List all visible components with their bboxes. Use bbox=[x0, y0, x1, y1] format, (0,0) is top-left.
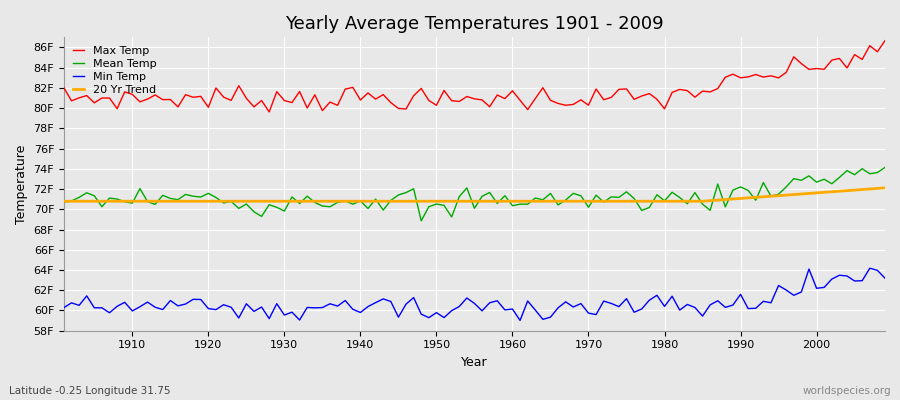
X-axis label: Year: Year bbox=[461, 356, 488, 369]
Min Temp bbox=[879, 276, 890, 280]
20 Yr Trend bbox=[286, 199, 297, 204]
Mean Temp bbox=[606, 194, 616, 199]
Mean Temp bbox=[515, 202, 526, 206]
Min Temp bbox=[500, 308, 510, 312]
Line: 20 Yr Trend: 20 Yr Trend bbox=[64, 188, 885, 201]
Min Temp bbox=[507, 307, 517, 312]
20 Yr Trend bbox=[598, 199, 609, 204]
Min Temp bbox=[120, 300, 130, 305]
Line: Min Temp: Min Temp bbox=[64, 268, 885, 320]
Mean Temp bbox=[416, 218, 427, 223]
Min Temp bbox=[515, 318, 526, 323]
Mean Temp bbox=[58, 200, 69, 204]
20 Yr Trend bbox=[500, 199, 510, 204]
Max Temp bbox=[515, 98, 526, 103]
Mean Temp bbox=[286, 194, 297, 199]
Line: Max Temp: Max Temp bbox=[64, 41, 885, 112]
Mean Temp bbox=[507, 203, 517, 208]
Max Temp bbox=[294, 89, 305, 94]
Mean Temp bbox=[120, 200, 130, 204]
Min Temp bbox=[58, 305, 69, 310]
Min Temp bbox=[864, 266, 875, 271]
Legend: Max Temp, Mean Temp, Min Temp, 20 Yr Trend: Max Temp, Mean Temp, Min Temp, 20 Yr Tre… bbox=[69, 43, 160, 98]
Min Temp bbox=[606, 301, 616, 306]
Mean Temp bbox=[332, 200, 343, 205]
Max Temp bbox=[58, 85, 69, 90]
20 Yr Trend bbox=[120, 199, 130, 204]
Max Temp bbox=[606, 95, 616, 100]
Text: worldspecies.org: worldspecies.org bbox=[803, 386, 891, 396]
Max Temp bbox=[120, 90, 130, 94]
Mean Temp bbox=[879, 165, 890, 170]
20 Yr Trend bbox=[332, 199, 343, 204]
Min Temp bbox=[332, 304, 343, 308]
Max Temp bbox=[264, 110, 274, 114]
20 Yr Trend bbox=[58, 199, 69, 204]
20 Yr Trend bbox=[879, 186, 890, 190]
Min Temp bbox=[286, 310, 297, 314]
Max Temp bbox=[340, 87, 351, 92]
Max Temp bbox=[879, 38, 890, 43]
Line: Mean Temp: Mean Temp bbox=[64, 168, 885, 221]
20 Yr Trend bbox=[507, 199, 517, 204]
Y-axis label: Temperature: Temperature bbox=[15, 144, 28, 224]
Title: Yearly Average Temperatures 1901 - 2009: Yearly Average Temperatures 1901 - 2009 bbox=[285, 15, 664, 33]
Text: Latitude -0.25 Longitude 31.75: Latitude -0.25 Longitude 31.75 bbox=[9, 386, 170, 396]
Max Temp bbox=[507, 88, 517, 93]
